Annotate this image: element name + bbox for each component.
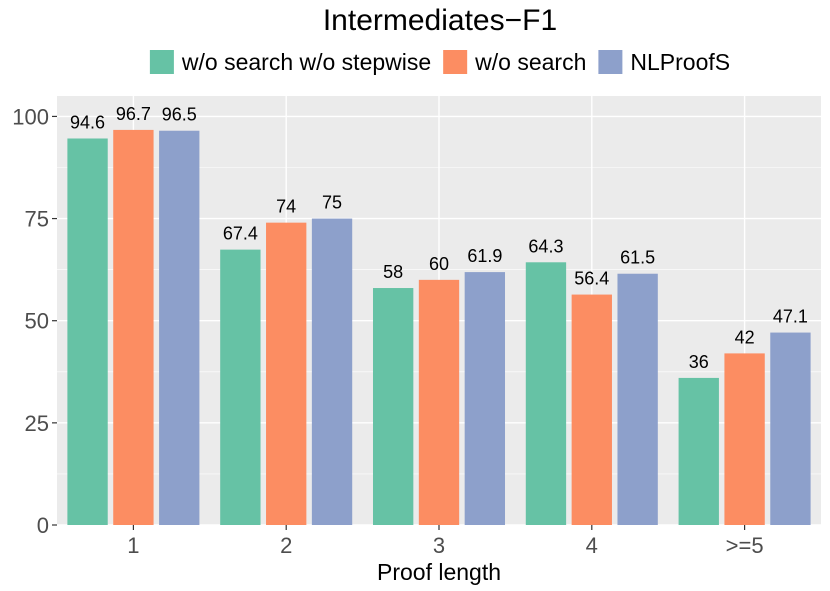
x-tick-label: 3 (433, 533, 445, 558)
y-tick-label: 0 (37, 513, 49, 538)
data-label: 75 (322, 193, 342, 213)
data-label: 94.6 (70, 112, 105, 132)
bar (311, 218, 353, 526)
legend-label: w/o search w/o stepwise (181, 49, 431, 75)
bar (571, 294, 612, 525)
data-label: 56.4 (574, 269, 609, 289)
x-tick-label: 4 (586, 533, 598, 558)
legend: w/o search w/o stepwise w/o search NLProof… (149, 49, 730, 75)
y-tick-label: 50 (25, 309, 49, 334)
x-axis: 1 2 3 4 >=5 (127, 525, 764, 558)
x-tick-label: 2 (280, 533, 292, 558)
x-axis-title: Proof length (377, 559, 501, 585)
x-tick-label: 1 (127, 533, 139, 558)
legend-label: w/o search (474, 49, 586, 75)
data-label: 61.5 (620, 248, 655, 268)
legend-item: NLProofS (598, 49, 730, 75)
bar (724, 353, 765, 525)
y-tick-label: 25 (25, 411, 49, 436)
bar (220, 249, 261, 525)
x-tick-label: >=5 (726, 533, 764, 558)
bar (266, 222, 307, 525)
data-label: 42 (735, 327, 755, 347)
bar (113, 129, 154, 525)
bar (770, 332, 811, 525)
y-axis: 0 25 50 75 100 (12, 104, 57, 538)
bar (418, 279, 460, 525)
data-label: 47.1 (773, 307, 808, 327)
legend-key (443, 50, 468, 74)
data-label: 36 (689, 352, 709, 372)
bar (159, 130, 200, 525)
data-label: 74 (276, 197, 296, 217)
bar (464, 272, 506, 525)
chart-title: Intermediates−F1 (323, 4, 557, 37)
y-tick-label: 100 (12, 104, 49, 129)
data-label: 96.5 (162, 105, 197, 125)
bar (617, 273, 658, 525)
bar (678, 377, 719, 525)
legend-key (149, 50, 174, 74)
legend-item: w/o search (443, 49, 586, 75)
bar (67, 138, 108, 525)
legend-item: w/o search w/o stepwise (149, 49, 431, 75)
y-tick-label: 75 (25, 207, 49, 232)
data-label: 60 (429, 254, 449, 274)
bar (372, 288, 414, 525)
data-label: 58 (383, 262, 403, 282)
data-labels: 94.6 96.7 96.5 67.4 74 75 58 60 61.9 64.3 56.4 61.5… (70, 104, 808, 372)
data-label: 67.4 (223, 224, 258, 244)
bar (525, 262, 567, 525)
bars (67, 129, 811, 526)
data-label: 61.9 (467, 246, 502, 266)
legend-key (598, 50, 623, 74)
data-label: 96.7 (116, 104, 151, 124)
data-label: 64.3 (528, 236, 563, 256)
legend-label: NLProofS (630, 49, 730, 75)
